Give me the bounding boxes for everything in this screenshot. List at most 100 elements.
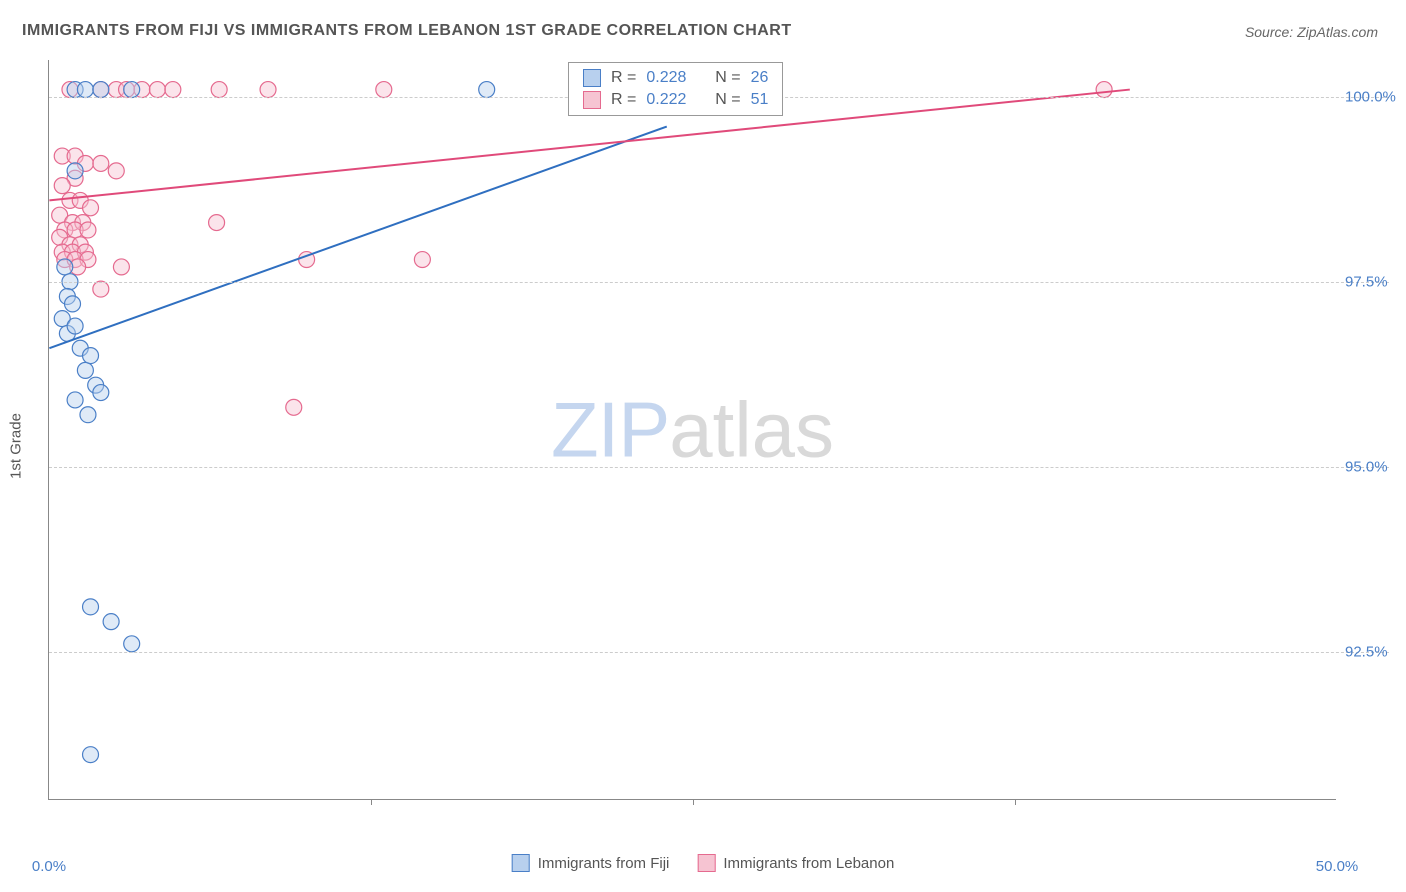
data-point — [119, 82, 135, 98]
data-point — [52, 207, 68, 223]
data-point — [124, 82, 140, 98]
data-point — [57, 222, 73, 238]
data-point — [165, 82, 181, 98]
r-label: R = — [611, 91, 636, 109]
data-point — [65, 215, 81, 231]
data-point — [299, 252, 315, 268]
plot-area: ZIPatlas 92.5%95.0%97.5%100.0%0.0%50.0% — [48, 60, 1336, 800]
data-point — [54, 244, 70, 260]
chart-title: IMMIGRANTS FROM FIJI VS IMMIGRANTS FROM … — [22, 22, 792, 40]
data-point — [67, 252, 83, 268]
r-value: 0.228 — [646, 69, 686, 87]
data-point — [93, 155, 109, 171]
data-point — [93, 82, 109, 98]
data-point — [72, 340, 88, 356]
gridline — [49, 467, 1389, 468]
legend-label: Immigrants from Fiji — [538, 855, 670, 872]
r-value: 0.222 — [646, 91, 686, 109]
data-point — [209, 215, 225, 231]
n-value: 26 — [751, 69, 769, 87]
data-point — [67, 392, 83, 408]
swatch-icon — [583, 91, 601, 109]
r-label: R = — [611, 69, 636, 87]
legend-item: Immigrants from Fiji — [512, 854, 670, 872]
x-tick — [371, 799, 372, 805]
data-point — [54, 178, 70, 194]
data-point — [54, 148, 70, 164]
data-point — [62, 82, 78, 98]
data-point — [83, 200, 99, 216]
y-tick-label: 92.5% — [1345, 644, 1388, 661]
data-point — [67, 82, 83, 98]
legend: Immigrants from Fiji Immigrants from Leba… — [512, 854, 895, 872]
gridline — [49, 282, 1389, 283]
n-label: N = — [715, 69, 740, 87]
data-point — [67, 222, 83, 238]
data-point — [72, 237, 88, 253]
data-point — [77, 82, 93, 98]
data-point — [59, 288, 75, 304]
data-point — [103, 614, 119, 630]
swatch-icon — [583, 69, 601, 87]
data-point — [149, 82, 165, 98]
data-point — [77, 244, 93, 260]
x-tick — [1015, 799, 1016, 805]
y-tick-label: 95.0% — [1345, 459, 1388, 476]
data-point — [80, 222, 96, 238]
data-point — [67, 163, 83, 179]
gridline — [49, 652, 1389, 653]
data-point — [65, 296, 81, 312]
data-point — [93, 385, 109, 401]
stats-row: R =0.222 N = 51 — [583, 89, 768, 111]
y-axis-label: 1st Grade — [8, 413, 25, 479]
stats-row: R = 0.228 N = 26 — [583, 67, 768, 89]
data-point — [113, 259, 129, 275]
x-tick — [693, 799, 694, 805]
data-point — [80, 252, 96, 268]
n-label: N = — [715, 91, 740, 109]
watermark: ZIPatlas — [551, 384, 834, 475]
legend-item: Immigrants from Lebanon — [697, 854, 894, 872]
data-point — [134, 82, 150, 98]
data-point — [52, 229, 68, 245]
data-point — [108, 82, 124, 98]
trend-line — [49, 127, 666, 349]
data-point — [65, 244, 81, 260]
data-point — [108, 163, 124, 179]
data-point — [124, 636, 140, 652]
data-point — [479, 82, 495, 98]
legend-label: Immigrants from Lebanon — [723, 855, 894, 872]
source-label: Source: ZipAtlas.com — [1245, 24, 1378, 40]
chart-svg — [49, 60, 1336, 799]
data-point — [70, 259, 86, 275]
data-point — [93, 82, 109, 98]
data-point — [75, 215, 91, 231]
data-point — [83, 747, 99, 763]
watermark-atlas: atlas — [669, 385, 834, 473]
y-tick-label: 97.5% — [1345, 274, 1388, 291]
data-point — [67, 148, 83, 164]
data-point — [376, 82, 392, 98]
data-point — [93, 281, 109, 297]
data-point — [83, 599, 99, 615]
data-point — [286, 399, 302, 415]
data-point — [83, 348, 99, 364]
x-tick-label: 50.0% — [1316, 858, 1359, 875]
data-point — [54, 311, 70, 327]
data-point — [88, 377, 104, 393]
data-point — [211, 82, 227, 98]
data-point — [414, 252, 430, 268]
data-point — [57, 259, 73, 275]
x-tick-label: 0.0% — [32, 858, 66, 875]
data-point — [62, 237, 78, 253]
data-point — [260, 82, 276, 98]
data-point — [59, 325, 75, 341]
data-point — [1096, 82, 1112, 98]
swatch-icon — [697, 854, 715, 872]
watermark-zip: ZIP — [551, 385, 669, 473]
stats-box: R =0.228 N = 26R =0.222 N = 51 — [568, 62, 783, 116]
y-tick-label: 100.0% — [1345, 89, 1396, 106]
data-point — [57, 252, 73, 268]
data-point — [62, 192, 78, 208]
data-point — [77, 155, 93, 171]
